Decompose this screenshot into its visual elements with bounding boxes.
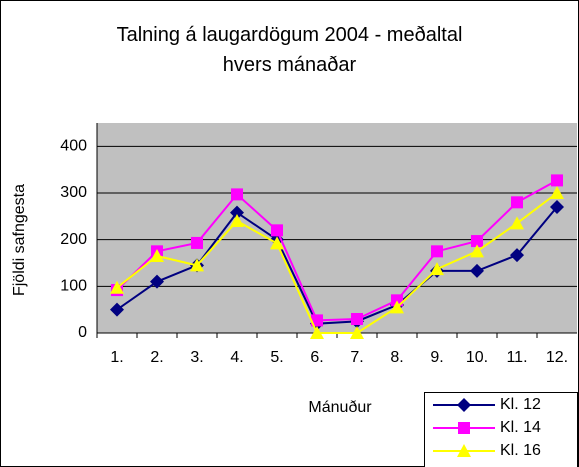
data-point <box>431 245 443 258</box>
data-point <box>270 236 284 250</box>
data-point <box>510 216 524 230</box>
x-tick-label: 1. <box>110 349 123 366</box>
data-point <box>190 258 204 272</box>
data-point <box>350 326 364 339</box>
series-line <box>116 192 558 334</box>
data-point <box>511 196 523 209</box>
data-point <box>230 214 244 227</box>
data-point <box>110 280 124 294</box>
plot-area <box>97 123 577 333</box>
data-point <box>230 205 244 220</box>
chart-title: Talning á laugardögum 2004 - meðaltal hv… <box>116 24 463 76</box>
y-tick-label: 100 <box>60 278 87 295</box>
x-tick-label: 9. <box>430 349 443 366</box>
x-tick-label: 3. <box>190 349 203 366</box>
data-point <box>471 235 483 248</box>
y-axis-label: Fjöldi safngesta <box>11 184 28 296</box>
data-point <box>470 263 484 278</box>
data-point <box>551 174 563 187</box>
data-point <box>510 248 524 263</box>
data-point <box>550 200 564 214</box>
x-tick-label: 5. <box>270 349 283 366</box>
legend-label: Kl. 12 <box>500 396 541 413</box>
x-tick-label: 6. <box>310 349 323 366</box>
data-point <box>150 274 164 289</box>
y-tick-label: 400 <box>60 138 87 155</box>
series-line <box>116 179 558 322</box>
data-point <box>430 262 444 276</box>
legend <box>424 392 578 467</box>
legend-label: Kl. 14 <box>500 419 541 436</box>
series-line <box>116 206 558 325</box>
data-point <box>550 186 564 199</box>
x-tick-label: 12. <box>546 349 568 366</box>
data-point <box>470 244 484 258</box>
legend-marker <box>458 422 470 434</box>
data-point <box>311 314 323 327</box>
data-point <box>351 313 363 325</box>
legend-label: Kl. 16 <box>500 442 541 459</box>
data-point <box>110 302 124 317</box>
y-tick-label: 0 <box>78 324 87 341</box>
x-axis-label: Mánuður <box>308 399 372 416</box>
x-tick-label: 10. <box>466 349 488 366</box>
x-tick-label: 8. <box>390 349 403 366</box>
data-point <box>191 236 203 249</box>
x-tick-label: 2. <box>150 349 163 366</box>
data-point <box>231 188 243 201</box>
x-tick-label: 4. <box>230 349 243 366</box>
data-point <box>150 249 164 262</box>
legend-marker <box>457 444 471 457</box>
data-point <box>390 300 404 314</box>
legend-marker <box>457 398 471 412</box>
x-tick-label: 11. <box>506 349 527 366</box>
data-point <box>310 326 324 339</box>
y-tick-label: 200 <box>60 231 87 248</box>
data-point <box>271 224 283 237</box>
x-tick-label: 7. <box>350 349 363 366</box>
y-tick-label: 300 <box>60 184 87 201</box>
